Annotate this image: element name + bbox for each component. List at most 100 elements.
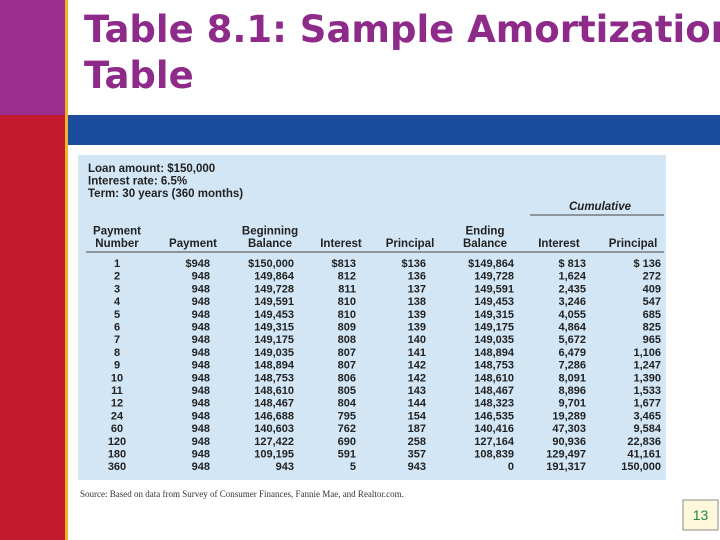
title-line: Table [84,54,194,97]
loan-info: Interest rate: 6.5% [88,176,187,188]
cell: 148,610 [254,385,294,397]
cell: 1 [114,258,120,270]
cell: 948 [192,436,210,448]
page-number: 13 [693,507,709,523]
cell: 1,533 [633,385,661,397]
cell: 948 [192,410,210,422]
column-header: Interest [538,238,580,250]
cell: 140,416 [474,423,514,435]
cell: 807 [338,360,356,372]
cell: 148,467 [474,385,514,397]
cell: 7 [114,334,120,346]
cell: 149,175 [254,334,294,346]
column-header: Balance [463,238,507,250]
cell: 948 [192,449,210,461]
cell: 2,435 [558,283,586,295]
cell: 148,894 [254,360,295,372]
cell: 149,035 [474,334,514,346]
cell: 6 [114,322,120,334]
cell: 108,839 [474,449,514,461]
cell: 24 [111,410,124,422]
column-header: Payment [93,226,141,238]
cell: 22,836 [627,436,661,448]
cell: 360 [108,461,126,473]
cell: 90,936 [552,436,586,448]
loan-info: Loan amount: $150,000 [88,163,215,175]
cell: 146,535 [474,410,514,422]
cell: 8 [114,347,120,359]
cell: 11 [111,385,123,397]
cell: 149,315 [254,322,294,334]
cell: 948 [192,283,210,295]
cell: 948 [192,347,210,359]
cell: 948 [192,385,210,397]
cell: 5 [350,461,356,473]
cell: 258 [408,436,426,448]
cell: 4 [114,296,121,308]
cell: $ 136 [633,258,661,270]
source: Source: Based on data from Survey of Con… [80,489,404,499]
cell: 3,246 [558,296,586,308]
cell: 0 [508,461,514,473]
cell: 148,894 [474,347,515,359]
cell: 8,091 [558,372,586,384]
cell: 809 [338,322,356,334]
cell: 154 [408,410,427,422]
cell: 808 [338,334,356,346]
column-header: Balance [248,238,292,250]
cell: 150,000 [621,461,661,473]
cell: 5,672 [558,334,586,346]
cell: 141 [408,347,426,359]
cell: 137 [408,283,426,295]
cell: 5 [114,309,120,321]
cell: 806 [338,372,356,384]
cell: 148,610 [474,372,514,384]
page-number-box [682,499,719,531]
column-header: Payment [169,238,217,250]
cell: 762 [338,423,356,435]
cell: 6,479 [558,347,586,359]
column-header: Interest [320,238,362,250]
cell: 807 [338,347,356,359]
cell: 41,161 [627,449,661,461]
cell: 810 [338,296,356,308]
title-line: Table 8.1: Sample Amortization [84,8,720,51]
accent-purple [0,0,65,115]
cell: 948 [192,423,210,435]
cell: 4,864 [558,322,586,334]
cell: 9 [114,360,120,372]
cell: 948 [192,322,210,334]
cell: 127,422 [254,436,294,448]
cell: 943 [408,461,426,473]
cell: 149,728 [254,283,294,295]
cell: 825 [643,322,661,334]
cell: 1,390 [633,372,661,384]
cell: 1,106 [633,347,661,359]
accent-line [65,0,68,540]
cell: 191,317 [546,461,586,473]
cell: 1,624 [558,271,586,283]
cell: 60 [111,423,123,435]
cell: 149,591 [474,283,514,295]
cell: 948 [192,372,210,384]
cell: 129,497 [546,449,586,461]
band [68,115,720,145]
cell: 810 [338,309,356,321]
cell: 139 [408,309,426,321]
cell: 146,688 [254,410,294,422]
cell: 149,315 [474,309,514,321]
cell: 7,286 [558,360,586,372]
cell: 3 [114,283,120,295]
cell: 140 [408,334,426,346]
cell: 148,753 [254,372,294,384]
cell: 1,677 [633,398,661,410]
cell: 109,195 [254,449,294,461]
cell: 47,303 [552,423,586,435]
cell: 409 [643,283,661,295]
cell: 3,465 [633,410,661,422]
cell: 12 [111,398,123,410]
cell: 4,055 [558,309,586,321]
cell: 804 [338,398,357,410]
